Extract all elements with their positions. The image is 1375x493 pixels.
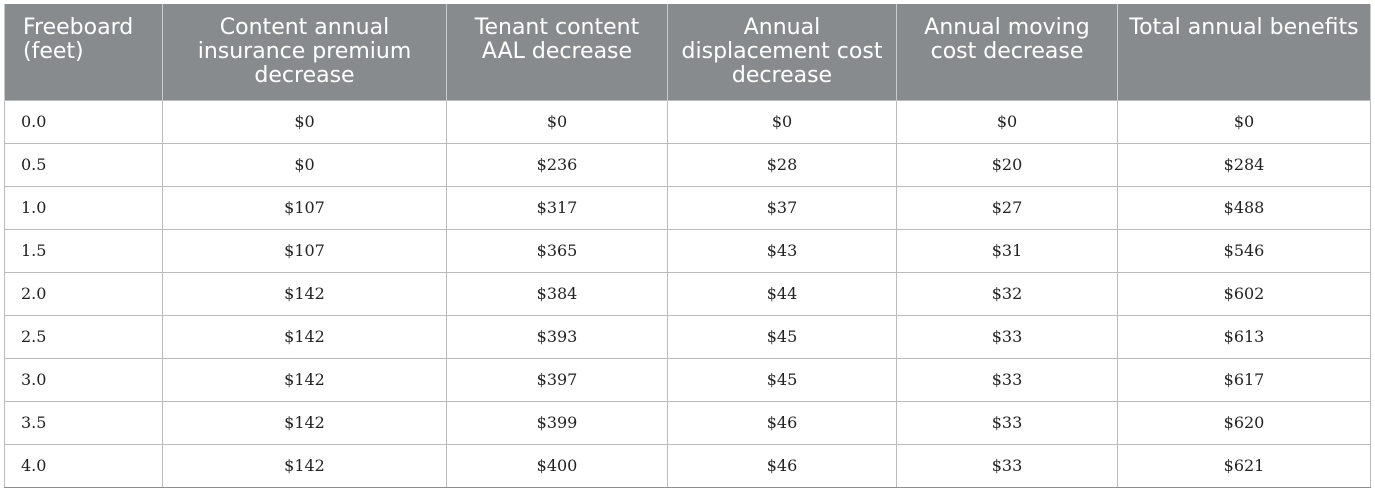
- cell-content-premium: $142: [162, 443, 447, 488]
- cell-displacement: $45: [667, 357, 897, 402]
- table-row: 4.0 $142 $400 $46 $33 $621: [4, 443, 1371, 488]
- header-total-annual-benefits: Total annual benefits: [1117, 4, 1371, 100]
- cell-tenant-aal: $400: [446, 443, 668, 488]
- cell-total: $0: [1117, 99, 1371, 144]
- cell-total: $621: [1117, 443, 1371, 488]
- cell-freeboard: 1.0: [4, 185, 163, 230]
- cell-moving: $27: [896, 185, 1118, 230]
- cell-content-premium: $107: [162, 185, 447, 230]
- cell-content-premium: $142: [162, 400, 447, 445]
- table-header-row: Freeboard (feet) Content annual insuranc…: [4, 4, 1371, 100]
- cell-freeboard: 0.5: [4, 142, 163, 187]
- cell-moving: $0: [896, 99, 1118, 144]
- data-table-container: Freeboard (feet) Content annual insuranc…: [4, 4, 1371, 488]
- cell-tenant-aal: $0: [446, 99, 668, 144]
- cell-displacement: $0: [667, 99, 897, 144]
- cell-content-premium: $142: [162, 271, 447, 316]
- cell-content-premium: $0: [162, 142, 447, 187]
- cell-total: $488: [1117, 185, 1371, 230]
- header-moving-cost-decrease: Annual moving cost decrease: [896, 4, 1118, 100]
- cell-freeboard: 0.0: [4, 99, 163, 144]
- cell-displacement: $37: [667, 185, 897, 230]
- cell-freeboard: 2.0: [4, 271, 163, 316]
- table-row: 3.5 $142 $399 $46 $33 $620: [4, 400, 1371, 445]
- cell-total: $613: [1117, 314, 1371, 359]
- cell-total: $602: [1117, 271, 1371, 316]
- table-row: 2.0 $142 $384 $44 $32 $602: [4, 271, 1371, 316]
- cell-content-premium: $107: [162, 228, 447, 273]
- header-displacement-cost-decrease: Annual displacement cost decrease: [667, 4, 897, 100]
- cell-content-premium: $142: [162, 357, 447, 402]
- cell-moving: $31: [896, 228, 1118, 273]
- cell-displacement: $46: [667, 443, 897, 488]
- cell-freeboard: 3.5: [4, 400, 163, 445]
- cell-freeboard: 4.0: [4, 443, 163, 488]
- cell-displacement: $44: [667, 271, 897, 316]
- cell-tenant-aal: $236: [446, 142, 668, 187]
- cell-total: $546: [1117, 228, 1371, 273]
- cell-content-premium: $0: [162, 99, 447, 144]
- table-row: 0.5 $0 $236 $28 $20 $284: [4, 142, 1371, 187]
- cell-displacement: $43: [667, 228, 897, 273]
- benefits-table: Freeboard (feet) Content annual insuranc…: [4, 4, 1371, 488]
- cell-total: $617: [1117, 357, 1371, 402]
- table-row: 1.5 $107 $365 $43 $31 $546: [4, 228, 1371, 273]
- cell-tenant-aal: $365: [446, 228, 668, 273]
- table-row: 0.0 $0 $0 $0 $0 $0: [4, 99, 1371, 144]
- cell-moving: $20: [896, 142, 1118, 187]
- cell-tenant-aal: $317: [446, 185, 668, 230]
- header-tenant-aal-decrease: Tenant content AAL decrease: [446, 4, 668, 100]
- header-content-premium-decrease: Content annual insurance premium decreas…: [162, 4, 447, 100]
- cell-displacement: $46: [667, 400, 897, 445]
- cell-total: $620: [1117, 400, 1371, 445]
- cell-moving: $33: [896, 443, 1118, 488]
- table-row: 2.5 $142 $393 $45 $33 $613: [4, 314, 1371, 359]
- cell-tenant-aal: $384: [446, 271, 668, 316]
- cell-total: $284: [1117, 142, 1371, 187]
- cell-freeboard: 2.5: [4, 314, 163, 359]
- cell-displacement: $45: [667, 314, 897, 359]
- cell-content-premium: $142: [162, 314, 447, 359]
- cell-moving: $33: [896, 400, 1118, 445]
- cell-tenant-aal: $393: [446, 314, 668, 359]
- header-freeboard: Freeboard (feet): [4, 4, 163, 100]
- cell-freeboard: 3.0: [4, 357, 163, 402]
- table-row: 3.0 $142 $397 $45 $33 $617: [4, 357, 1371, 402]
- cell-tenant-aal: $397: [446, 357, 668, 402]
- cell-moving: $33: [896, 357, 1118, 402]
- cell-moving: $32: [896, 271, 1118, 316]
- cell-displacement: $28: [667, 142, 897, 187]
- cell-moving: $33: [896, 314, 1118, 359]
- cell-tenant-aal: $399: [446, 400, 668, 445]
- cell-freeboard: 1.5: [4, 228, 163, 273]
- table-row: 1.0 $107 $317 $37 $27 $488: [4, 185, 1371, 230]
